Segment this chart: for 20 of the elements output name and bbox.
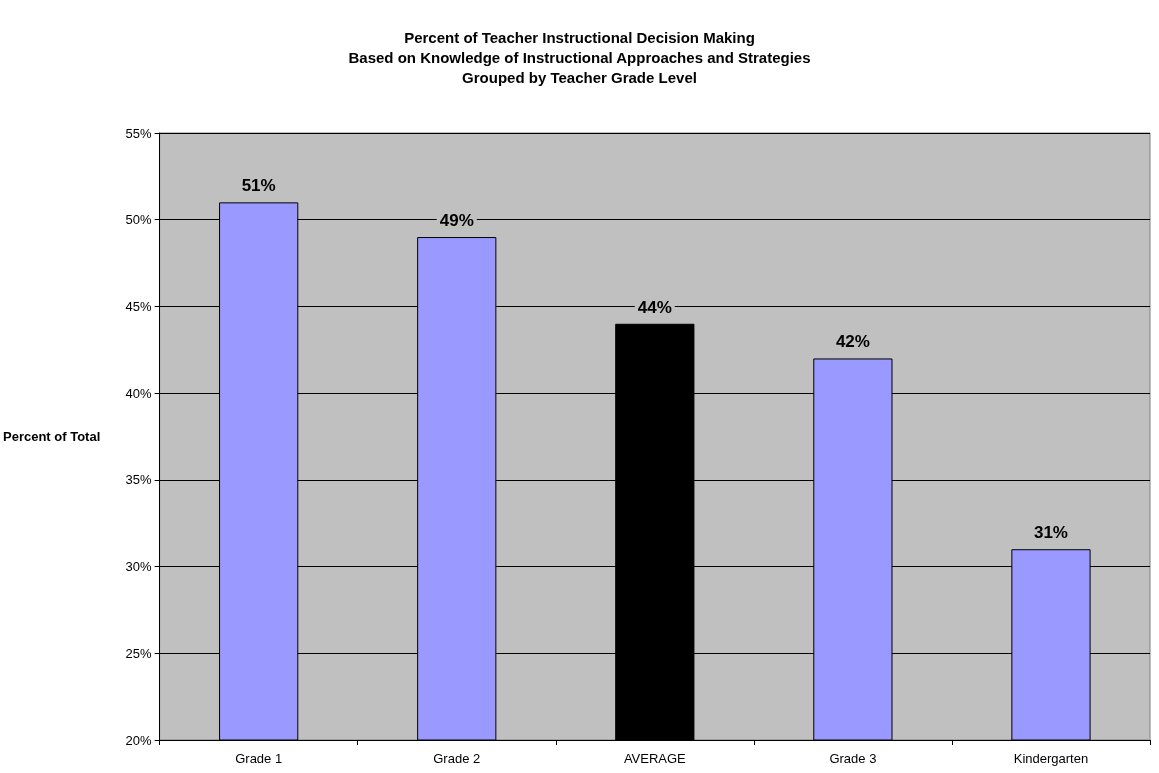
data-label: 51%: [241, 176, 276, 196]
y-tick-label: 30%: [125, 559, 153, 575]
x-tick-label: Grade 3: [829, 751, 877, 766]
x-tick-label: Grade 1: [235, 751, 283, 766]
data-label: 49%: [439, 211, 474, 231]
data-label: 44%: [637, 297, 672, 317]
chart-title: Percent of Teacher Instructional Decision Making Based on Knowledge of Instructional Approaches and Strategies Grouped by Teacher Grade Level: [348, 28, 811, 86]
data-label: 42%: [835, 332, 870, 352]
y-tick-label: 55%: [125, 125, 153, 141]
data-label: 31%: [1033, 523, 1068, 543]
y-tick-label: 50%: [125, 212, 153, 228]
y-tick-label: 35%: [125, 472, 153, 488]
y-tick-label: 25%: [125, 645, 153, 661]
y-tick-label: 40%: [125, 385, 153, 401]
x-tick-label: Kindergarten: [1013, 751, 1089, 766]
y-axis-title: Percent of Total: [3, 429, 101, 444]
x-tick-label: AVERAGE: [623, 751, 687, 766]
y-tick-label: 45%: [125, 298, 153, 314]
y-tick-label: 20%: [125, 732, 153, 748]
x-tick-label: Grade 2: [433, 751, 481, 766]
